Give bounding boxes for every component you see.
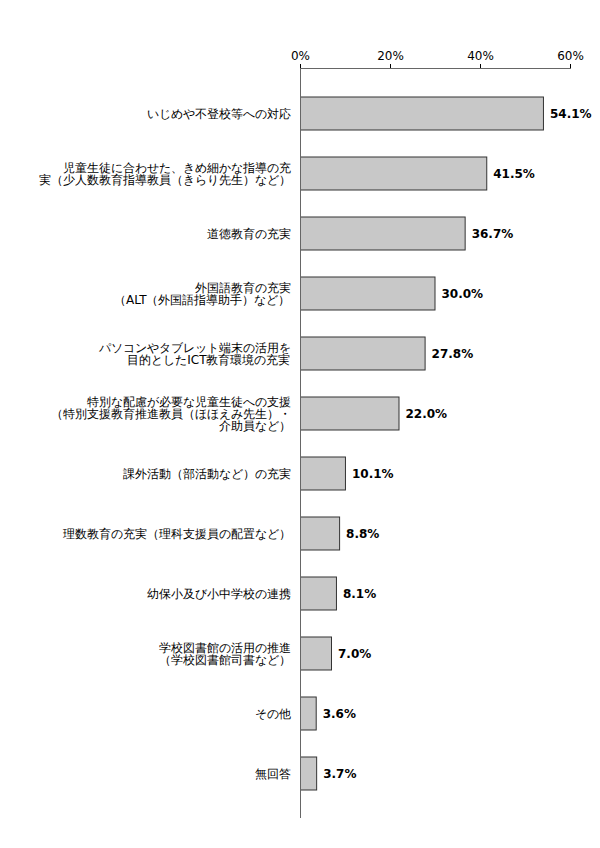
svg-text:理数教育の充実（理科支援員の配置など）: 理数教育の充実（理科支援員の配置など） (63, 527, 291, 541)
svg-text:3.6%: 3.6% (323, 707, 356, 721)
svg-text:パソコンやタブレット端末の活用を目的としたICT教育環境の充: パソコンやタブレット端末の活用を目的としたICT教育環境の充実 (98, 341, 291, 367)
svg-text:いじめや不登校等への対応: いじめや不登校等への対応 (147, 107, 291, 121)
svg-text:学校図書館の活用の推進（学校図書館司書など）: 学校図書館の活用の推進（学校図書館司書など） (159, 641, 291, 667)
svg-text:道徳教育の充実: 道徳教育の充実 (207, 227, 291, 241)
svg-text:課外活動（部活動など）の充実: 課外活動（部活動など）の充実 (123, 467, 291, 481)
svg-text:54.1%: 54.1% (550, 107, 592, 121)
svg-text:30.0%: 30.0% (442, 287, 484, 301)
svg-text:3.7%: 3.7% (323, 767, 356, 781)
html-text:N=1,729: N=1,729 (8, 7, 62, 21)
svg-text:特別な配慮が必要な児童生徒への支援（特別支援教育推進教員（ほ: 特別な配慮が必要な児童生徒への支援（特別支援教育推進教員（ほほえみ先生）・介助員… (51, 395, 291, 433)
svg-text:36.7%: 36.7% (472, 227, 514, 241)
svg-text:8.8%: 8.8% (346, 527, 379, 541)
svg-text:8.1%: 8.1% (343, 587, 376, 601)
svg-text:0%: 0% (291, 49, 310, 63)
svg-text:幼保小及び小中学校の連携: 幼保小及び小中学校の連携 (147, 587, 291, 601)
svg-text:10.1%: 10.1% (352, 467, 394, 481)
svg-text:その他: その他 (255, 707, 291, 721)
svg-text:児童生徒に合わせた、きめ細かな指導の充実（少人数教育指導教員: 児童生徒に合わせた、きめ細かな指導の充実（少人数教育指導教員（きらり先生）など） (39, 161, 291, 187)
svg-text:20%: 20% (377, 49, 404, 63)
svg-text:22.0%: 22.0% (406, 407, 448, 421)
html-text:MA=4,381: MA=4,381 (8, 24, 71, 38)
svg-text:外国語教育の充実（ALT（外国語指導助手）など）: 外国語教育の充実（ALT（外国語指導助手）など） (114, 281, 291, 307)
svg-text:無回答: 無回答 (255, 767, 291, 781)
svg-text:60%: 60% (557, 49, 584, 63)
svg-text:7.0%: 7.0% (338, 647, 371, 661)
svg-text:27.8%: 27.8% (432, 347, 474, 361)
svg-text:40%: 40% (467, 49, 494, 63)
svg-text:41.5%: 41.5% (493, 167, 535, 181)
